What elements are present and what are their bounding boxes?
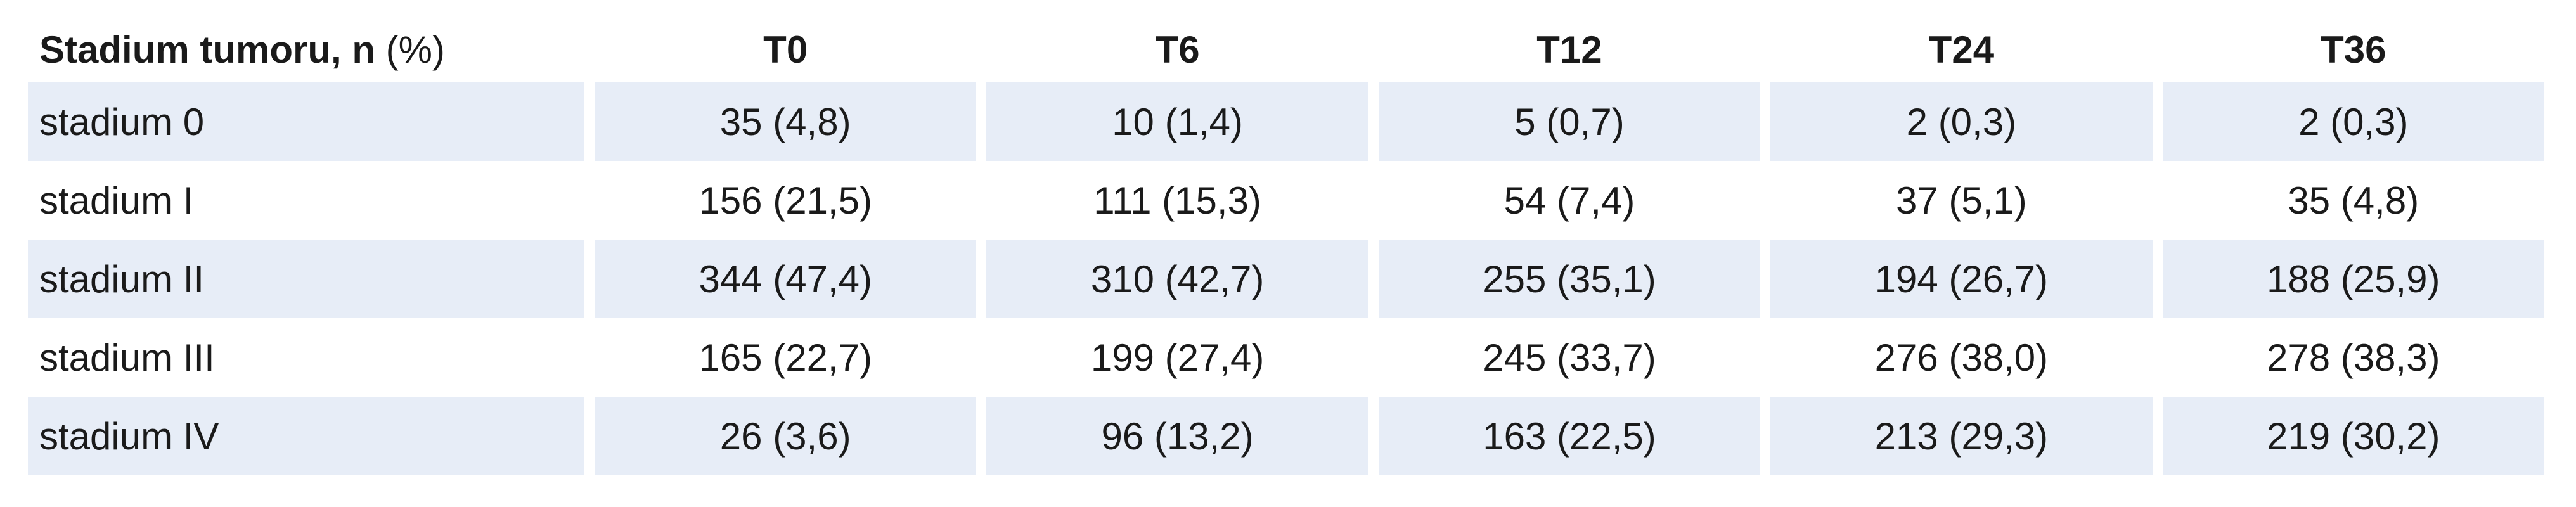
header-stage: Stadium tumoru, n (%) <box>28 16 584 82</box>
table-cell: 96 (13,2) <box>986 397 1368 475</box>
table-cell: 310 (42,7) <box>986 240 1368 318</box>
table-cell: 199 (27,4) <box>986 318 1368 397</box>
table-row: stadium I 156 (21,5) 111 (15,3) 54 (7,4)… <box>28 161 2544 240</box>
header-stage-percent: (%) <box>375 28 445 71</box>
table-header-row: Stadium tumoru, n (%) T0 T6 T12 T24 T36 <box>28 16 2544 82</box>
table-row: stadium 0 35 (4,8) 10 (1,4) 5 (0,7) 2 (0… <box>28 82 2544 161</box>
table-cell: 276 (38,0) <box>1770 318 2153 397</box>
header-t24: T24 <box>1928 28 1995 71</box>
header-t6: T6 <box>1155 28 1200 71</box>
row-label: stadium III <box>28 318 584 397</box>
header-t12: T12 <box>1536 28 1602 71</box>
table-cell: 344 (47,4) <box>595 240 977 318</box>
table-cell: 37 (5,1) <box>1770 161 2153 240</box>
table-cell: 278 (38,3) <box>2162 318 2544 397</box>
table-cell: 2 (0,3) <box>2162 82 2544 161</box>
header-t0: T0 <box>763 28 808 71</box>
table-cell: 2 (0,3) <box>1770 82 2153 161</box>
table-cell: 156 (21,5) <box>595 161 977 240</box>
table-cell: 163 (22,5) <box>1378 397 1761 475</box>
row-label: stadium I <box>28 161 584 240</box>
table-row: stadium III 165 (22,7) 199 (27,4) 245 (3… <box>28 318 2544 397</box>
table-cell: 213 (29,3) <box>1770 397 2153 475</box>
table-cell: 255 (35,1) <box>1378 240 1761 318</box>
header-stage-label: Stadium tumoru, n <box>39 28 375 71</box>
table-cell: 35 (4,8) <box>2162 161 2544 240</box>
row-label: stadium IV <box>28 397 584 475</box>
table-cell: 245 (33,7) <box>1378 318 1761 397</box>
table-cell: 111 (15,3) <box>986 161 1368 240</box>
table-cell: 219 (30,2) <box>2162 397 2544 475</box>
table-cell: 188 (25,9) <box>2162 240 2544 318</box>
row-label: stadium 0 <box>28 82 584 161</box>
tumor-stage-table-container: Stadium tumoru, n (%) T0 T6 T12 T24 T36 … <box>28 16 2544 475</box>
row-label: stadium II <box>28 240 584 318</box>
tumor-stage-table: Stadium tumoru, n (%) T0 T6 T12 T24 T36 … <box>18 16 2554 475</box>
table-cell: 194 (26,7) <box>1770 240 2153 318</box>
table-cell: 165 (22,7) <box>595 318 977 397</box>
table-cell: 54 (7,4) <box>1378 161 1761 240</box>
table-row: stadium II 344 (47,4) 310 (42,7) 255 (35… <box>28 240 2544 318</box>
table-row: stadium IV 26 (3,6) 96 (13,2) 163 (22,5)… <box>28 397 2544 475</box>
table-cell: 5 (0,7) <box>1378 82 1761 161</box>
table-cell: 26 (3,6) <box>595 397 977 475</box>
header-t36: T36 <box>2321 28 2386 71</box>
table-cell: 10 (1,4) <box>986 82 1368 161</box>
table-cell: 35 (4,8) <box>595 82 977 161</box>
